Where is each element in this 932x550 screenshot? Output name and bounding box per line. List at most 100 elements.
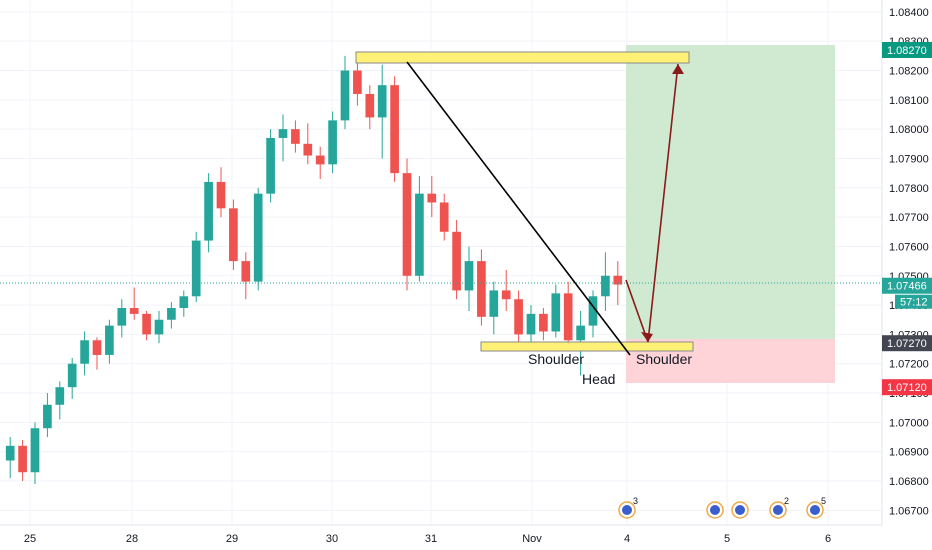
candle-body [30,428,40,473]
y-tick-label: 1.06900 [889,447,929,459]
y-tick-label: 1.07600 [889,241,929,253]
arrow-head-down [641,332,653,342]
candle-body [216,181,226,209]
price-tag-label: 1.08270 [887,45,927,57]
candle-body [501,290,511,300]
candle-body [377,85,387,118]
price-tag-label: 1.07270 [887,338,927,350]
candle-body [328,120,337,165]
x-tick-label: 25 [24,533,36,545]
candle-body [613,275,623,285]
candle-body [204,181,213,241]
y-tick-label: 1.07900 [889,153,929,165]
event-badge-count: 5 [821,496,826,506]
candle-body [526,313,536,335]
candle-body [588,296,598,326]
candle-body [55,387,65,405]
x-tick-label: 28 [126,533,138,545]
candle-body [67,363,77,388]
y-tick-label: 1.08200 [889,66,929,78]
price-tag [882,277,932,294]
price-tag [882,335,932,352]
y-tick-label: 1.08400 [889,7,929,19]
candle-body [427,193,437,203]
candle-body [167,308,176,320]
time-axis[interactable]: 25 28 29 30 31 Nov 4 5 6 [0,524,932,550]
x-tick-label: 31 [425,533,437,545]
candle-body [229,208,238,262]
y-tick-label: 1.07800 [889,183,929,195]
event-badge-count: 2 [784,496,789,506]
candle-body [80,340,89,364]
candle-body [129,308,139,314]
y-tick-label: 1.06800 [889,476,929,488]
candle-body [291,129,300,144]
y-tick-label: 1.08100 [889,95,929,107]
price-axis[interactable]: 1.084001.083001.082001.081001.080001.079… [881,0,932,550]
candle-body [415,193,424,276]
candle-body [92,340,102,355]
y-tick-label: 1.07000 [889,417,929,429]
candle-body [43,404,52,429]
price-tag-label: 1.07466 [887,281,927,293]
candle-body [489,290,499,317]
target-zone[interactable] [626,45,835,339]
countdown-label: 57:12 [900,297,928,309]
candle-body [439,202,449,232]
candle-body [551,293,561,332]
candle-body [601,275,610,297]
candle-body [278,129,288,138]
flag-icon [810,505,820,515]
candle-body [241,261,251,282]
trend-line[interactable] [406,61,631,356]
candle-body [539,313,548,332]
candle-body [18,445,27,473]
candle-body [464,261,474,291]
resistance-highlight[interactable] [355,51,690,64]
candle-body [402,173,412,276]
pattern-labels: Shoulder Head Shoulder [528,351,692,387]
candle-body [105,325,114,355]
x-tick-label: 4 [624,533,630,545]
candle-body [340,70,350,121]
countdown-tag [895,294,932,309]
candle-body [154,319,164,335]
flag-icon [773,505,783,515]
candle-body [266,137,275,194]
price-tag [882,379,932,396]
candle-body [303,143,313,156]
event-badge-count: 3 [633,496,638,506]
candle-body [390,85,399,174]
candle-body [576,325,585,341]
shoulder-right-label: Shoulder [636,351,692,367]
candle-body [179,296,189,309]
x-tick-label: 29 [226,533,238,545]
flag-icon [735,505,745,515]
candle-body [514,299,523,335]
x-tick-label: 30 [326,533,338,545]
flag-icon [622,505,632,515]
candle-body [563,293,573,341]
neckline-highlight[interactable] [480,341,694,352]
candle-body [142,313,151,335]
x-tick-label: 5 [724,533,730,545]
candle-body [117,308,127,326]
y-tick-label: 1.07200 [889,359,929,371]
y-tick-label: 1.06700 [889,505,929,517]
candle-body [365,93,375,118]
x-tick-label: 6 [825,533,831,545]
candle-body [315,155,325,165]
candle-body [5,445,15,461]
price-tag-label: 1.07120 [887,382,927,394]
event-badges[interactable]: 3 2 5 [618,496,826,519]
drawings[interactable] [355,51,694,356]
position-zones[interactable] [626,45,835,383]
candle-body [452,231,461,291]
head-label: Head [582,371,615,387]
y-tick-label: 1.08000 [889,124,929,136]
candle-body [477,261,486,317]
candle-body [353,70,362,94]
candles [5,52,623,484]
candle-body [253,193,263,282]
